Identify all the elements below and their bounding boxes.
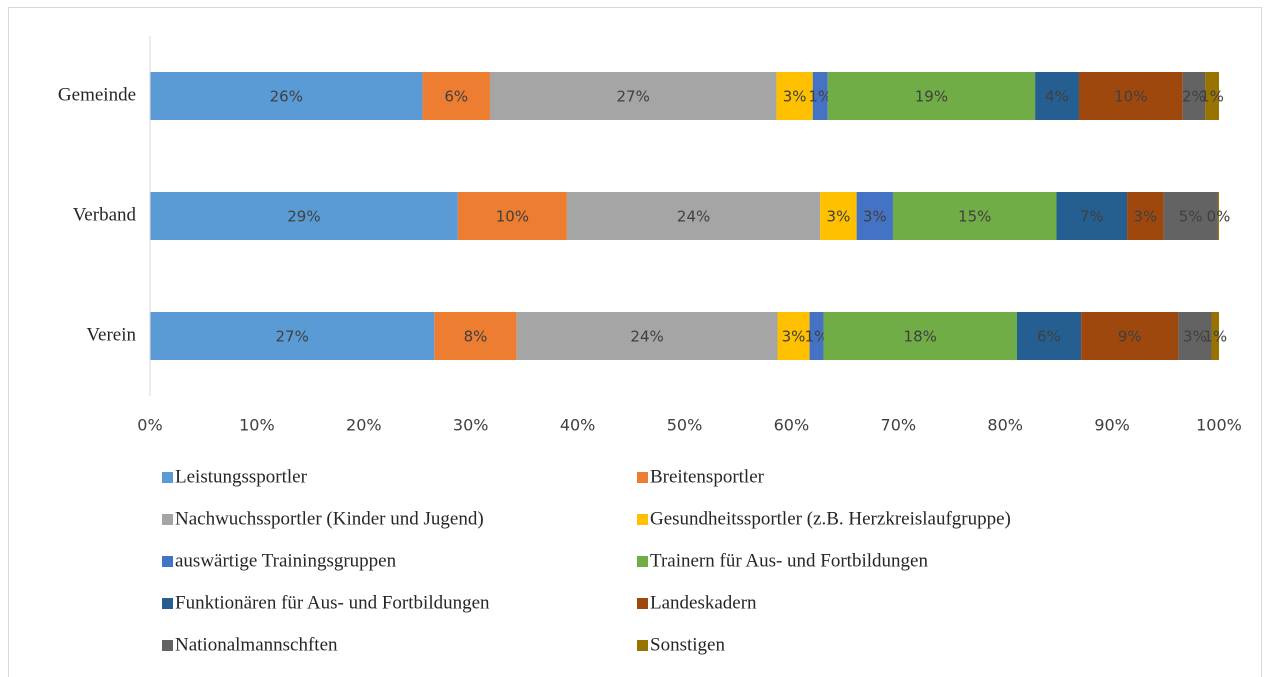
legend-swatch [162,472,173,483]
legend-swatch [637,640,648,651]
x-tick-label: 70% [881,416,917,435]
x-tick-label: 40% [560,416,596,435]
bar-segment [150,192,458,240]
bar-segment [812,72,828,120]
data-label: 7% [1080,208,1104,226]
data-label: 9% [1118,328,1142,346]
bar-segment [820,192,857,240]
bar-segment [150,312,435,360]
legend-label: Leistungssportler [175,466,308,487]
data-label: 1% [1203,328,1227,346]
bar-segment [566,192,821,240]
data-label: 29% [287,208,320,226]
legend-swatch [637,514,648,525]
bar-segment [809,312,824,360]
bar-segment [1056,192,1128,240]
legend-swatch [162,556,173,567]
bar-segment [1211,312,1219,360]
data-label: 10% [496,208,529,226]
legend-swatch [162,514,173,525]
data-label: 6% [444,88,468,106]
bar-segment [856,192,893,240]
x-tick-label: 30% [453,416,489,435]
x-tick-label: 60% [774,416,810,435]
x-tick-label: 100% [1196,416,1242,435]
bar-segment [823,312,1017,360]
bar-segment [1217,192,1219,240]
data-label: 1% [805,328,829,346]
bar-segment [1127,192,1164,240]
bar-segment [1078,72,1183,120]
data-label: 24% [630,328,663,346]
legend-label: Gesundheitssportler (z.B. Herzkreislaufg… [650,508,1011,529]
bar-segment [776,72,813,120]
data-label: 1% [808,88,832,106]
data-label: 5% [1179,208,1203,226]
data-label: 3% [863,208,887,226]
bar-segment [777,312,810,360]
data-label: 15% [958,208,991,226]
bar-segment [1016,312,1082,360]
x-tick-label: 0% [137,416,162,435]
bar-segment [1178,312,1212,360]
data-label: 3% [783,88,807,106]
data-label: 18% [904,328,937,346]
bar-segment [422,72,490,120]
x-tick-label: 20% [346,416,382,435]
legend-label: auswärtige Trainingsgruppen [175,550,397,571]
legend-label: Funktionären für Aus- und Fortbildungen [175,592,490,613]
x-tick-label: 80% [987,416,1023,435]
legend-swatch [637,556,648,567]
data-label: 0% [1207,208,1231,226]
category-label: Verein [86,324,136,345]
legend-label: Breitensportler [650,466,765,487]
bar-segment [1081,312,1179,360]
bar-segment [1163,192,1218,240]
bar-segment [457,192,567,240]
chart-frame [8,7,1262,677]
legend-label: Trainern für Aus- und Fortbildungen [650,550,928,571]
legend-label: Landeskadern [650,592,757,613]
category-label: Verband [73,204,137,225]
data-label: 3% [782,328,806,346]
data-label: 27% [276,328,309,346]
data-label: 4% [1045,88,1069,106]
data-label: 10% [1114,88,1147,106]
data-label: 24% [677,208,710,226]
legend-swatch [637,598,648,609]
bar-segment [434,312,517,360]
data-label: 1% [1200,88,1224,106]
legend-swatch [162,640,173,651]
legend-swatch [637,472,648,483]
data-label: 6% [1037,328,1061,346]
legend-label: Nationalmannschften [175,634,338,655]
category-label: Gemeinde [58,84,136,105]
legend-swatch [162,598,173,609]
data-label: 3% [1133,208,1157,226]
bar-segment [892,192,1057,240]
data-label: 26% [270,88,303,106]
bar-segment [489,72,777,120]
data-label: 27% [617,88,650,106]
x-tick-label: 50% [667,416,703,435]
legend-label: Sonstigen [650,634,725,655]
x-tick-label: 10% [239,416,275,435]
bar-segment [1035,72,1079,120]
bar-segment [150,72,423,120]
data-label: 2% [1182,88,1206,106]
legend-label: Nachwuchssportler (Kinder und Jugend) [175,508,484,529]
bar-segment [827,72,1036,120]
bar-segment [1182,72,1206,120]
data-label: 3% [1183,328,1207,346]
bar-segment [516,312,778,360]
x-tick-label: 90% [1094,416,1130,435]
bar-segment [1205,72,1219,120]
data-label: 8% [464,328,488,346]
data-label: 3% [827,208,851,226]
data-label: 19% [915,88,948,106]
